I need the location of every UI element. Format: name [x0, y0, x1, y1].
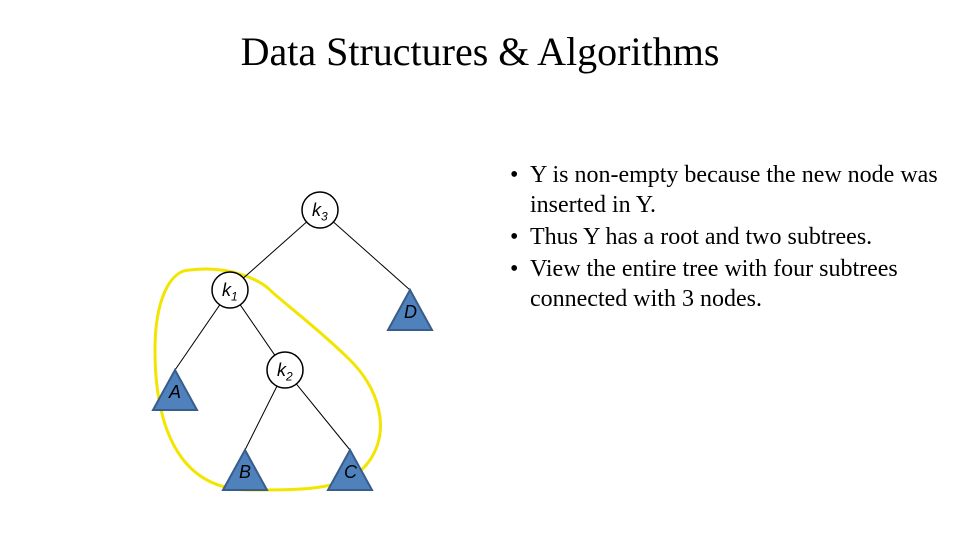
bullet-marker: •: [510, 222, 530, 252]
tree-diagram: k3 k1 k2 D A B C: [120, 160, 490, 520]
tree-edge: [245, 386, 277, 450]
bullet-list: •Y is non-empty because the new node was…: [510, 160, 940, 316]
node-label-k2: k2: [277, 360, 293, 384]
subtree-label-b: B: [239, 462, 251, 483]
subtree-label-c: C: [344, 462, 357, 483]
tree-edge: [333, 222, 410, 290]
bullet-item: •Thus Y has a root and two subtrees.: [510, 222, 940, 252]
bullet-text: Y is non-empty because the new node was …: [530, 160, 940, 220]
node-label-k1: k1: [222, 280, 238, 304]
tree-edge: [243, 222, 306, 278]
tree-edge: [175, 305, 220, 370]
bullet-marker: •: [510, 160, 530, 220]
bullet-item: •View the entire tree with four subtrees…: [510, 254, 940, 314]
tree-svg: [120, 160, 490, 520]
subtree-label-a: A: [169, 382, 181, 403]
node-label-k3: k3: [312, 200, 328, 224]
bullet-item: •Y is non-empty because the new node was…: [510, 160, 940, 220]
tree-edge: [296, 384, 350, 450]
bullet-marker: •: [510, 254, 530, 314]
bullet-text: Thus Y has a root and two subtrees.: [530, 222, 872, 252]
tree-edge: [240, 305, 275, 355]
bullet-text: View the entire tree with four subtrees …: [530, 254, 940, 314]
subtree-label-d: D: [404, 302, 417, 323]
page-title: Data Structures & Algorithms: [0, 28, 960, 75]
